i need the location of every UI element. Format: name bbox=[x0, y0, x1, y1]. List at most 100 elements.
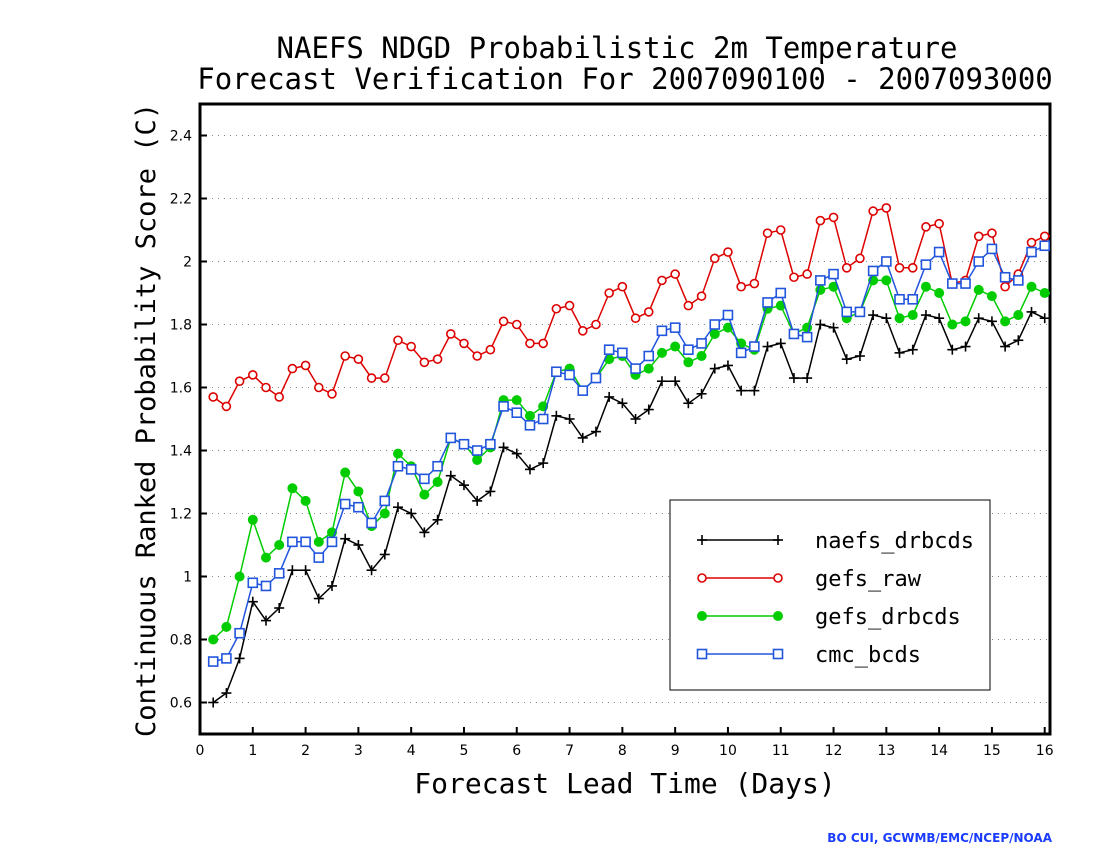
x-tick-label: 7 bbox=[565, 743, 574, 759]
data-point bbox=[881, 203, 892, 213]
x-tick-label: 13 bbox=[877, 743, 895, 759]
legend-marker-start bbox=[697, 573, 707, 583]
data-point bbox=[736, 281, 746, 292]
data-point bbox=[617, 347, 628, 359]
data-point bbox=[603, 344, 615, 356]
data-point bbox=[1000, 316, 1011, 327]
data-point bbox=[907, 293, 919, 305]
legend-box bbox=[669, 499, 991, 691]
data-point bbox=[709, 363, 720, 374]
data-point bbox=[986, 243, 998, 255]
data-point bbox=[538, 458, 549, 469]
data-point bbox=[340, 467, 351, 478]
data-point bbox=[854, 306, 866, 318]
data-point bbox=[1026, 281, 1037, 292]
data-point bbox=[207, 656, 219, 667]
legend-marker-start bbox=[697, 535, 707, 545]
data-point bbox=[485, 486, 496, 497]
data-point bbox=[221, 401, 232, 412]
data-point bbox=[524, 419, 536, 431]
data-point bbox=[696, 291, 707, 301]
x-tick-label: 6 bbox=[512, 743, 521, 759]
data-point bbox=[537, 413, 549, 425]
data-point bbox=[432, 354, 443, 364]
data-point bbox=[260, 580, 272, 592]
data-point bbox=[1026, 237, 1037, 248]
data-point bbox=[1000, 341, 1011, 352]
data-point bbox=[419, 357, 430, 368]
data-point bbox=[1026, 306, 1037, 317]
data-point bbox=[313, 536, 324, 547]
x-tick-label: 1 bbox=[248, 743, 257, 759]
data-point bbox=[736, 385, 747, 396]
data-point bbox=[247, 370, 258, 380]
data-point bbox=[273, 568, 285, 579]
data-point bbox=[379, 549, 390, 560]
data-point bbox=[313, 593, 324, 604]
series-cmc-bcds bbox=[207, 240, 1051, 667]
x-tick-label: 2 bbox=[301, 743, 310, 759]
data-point bbox=[617, 281, 628, 292]
data-point bbox=[393, 335, 403, 346]
data-point bbox=[234, 571, 245, 582]
legend-marker-end bbox=[772, 648, 784, 660]
data-point bbox=[749, 385, 760, 396]
data-point bbox=[868, 310, 879, 321]
data-point bbox=[894, 313, 905, 324]
legend-marker-end bbox=[773, 573, 783, 583]
data-point bbox=[287, 483, 298, 494]
data-point bbox=[920, 281, 931, 292]
data-point bbox=[247, 596, 258, 607]
data-point bbox=[881, 313, 892, 324]
data-point bbox=[300, 536, 311, 548]
y-tick-label: 2.4 bbox=[170, 129, 192, 145]
y-tick-label: 0.6 bbox=[170, 696, 192, 712]
y-tick-label: 1.8 bbox=[170, 318, 192, 334]
data-point bbox=[696, 388, 707, 399]
data-point bbox=[498, 316, 509, 327]
data-point bbox=[907, 344, 918, 355]
series-naefs-drbcds bbox=[208, 306, 1050, 708]
data-point bbox=[247, 577, 259, 589]
data-point bbox=[234, 653, 245, 664]
data-point bbox=[564, 414, 575, 424]
data-point bbox=[564, 369, 575, 381]
data-point bbox=[221, 621, 232, 632]
y-tick-label: 2.2 bbox=[170, 192, 192, 208]
data-point bbox=[366, 517, 377, 529]
data-point bbox=[260, 615, 271, 626]
data-point bbox=[656, 325, 668, 337]
data-point bbox=[208, 392, 218, 402]
data-point bbox=[326, 580, 337, 591]
data-point bbox=[525, 338, 535, 349]
data-point bbox=[564, 300, 575, 311]
legend-item: gefs_raw bbox=[697, 567, 922, 592]
legend: naefs_drbcds gefs_raw gefs_drbcds cmc_bcds bbox=[669, 499, 991, 691]
data-point bbox=[973, 256, 985, 267]
credit-text: BO CUI, GCWMB/EMC/NCEP/NOAA bbox=[827, 831, 1052, 845]
data-point bbox=[617, 398, 628, 409]
data-point bbox=[551, 410, 562, 421]
y-tick-label: 1.6 bbox=[170, 381, 192, 397]
data-point bbox=[1039, 288, 1050, 298]
data-point bbox=[458, 438, 470, 450]
legend-item: cmc_bcds bbox=[696, 643, 921, 668]
x-tick-label: 9 bbox=[671, 743, 680, 759]
data-point bbox=[696, 351, 707, 361]
data-point bbox=[353, 486, 364, 497]
data-point bbox=[524, 410, 535, 421]
x-axis: 0 1 2 3 4 5 6 7 8 9 10 11 12 13 14 15 16 bbox=[196, 727, 1054, 759]
data-point bbox=[630, 313, 641, 324]
data-point bbox=[723, 247, 733, 257]
data-point bbox=[973, 231, 984, 242]
series-gefs-raw bbox=[208, 203, 1050, 412]
data-point bbox=[868, 206, 878, 216]
data-point bbox=[221, 688, 232, 699]
data-point bbox=[656, 347, 667, 358]
x-tick-label: 8 bbox=[618, 743, 627, 759]
y-tick-label: 2 bbox=[183, 255, 192, 271]
data-point bbox=[432, 477, 443, 487]
data-point bbox=[498, 442, 509, 453]
data-point bbox=[287, 536, 298, 548]
data-point bbox=[709, 253, 720, 264]
